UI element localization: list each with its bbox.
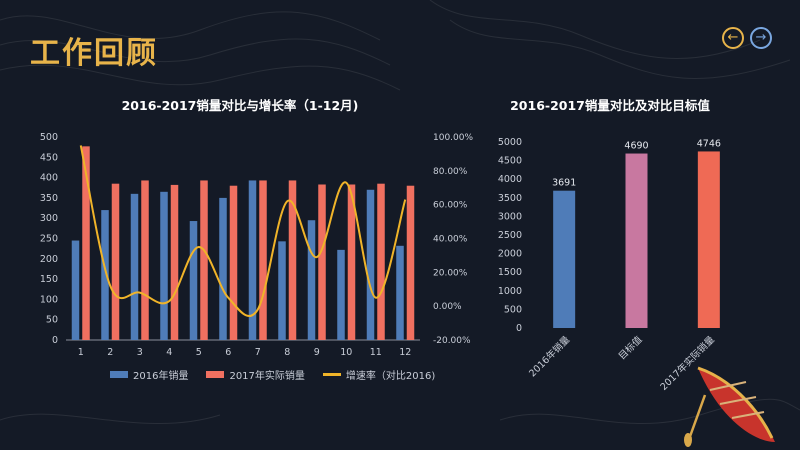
y-tick-label-right: 60.00% <box>433 201 468 211</box>
y-tick-label-left: 150 <box>40 274 58 285</box>
bar-value-label: 4746 <box>697 138 721 149</box>
right-chart-title: 2016-2017销量对比及对比目标值 <box>510 98 710 113</box>
legend-item-growth: 增速率（对比2016) <box>322 367 435 382</box>
x-category-label: 2016年销量 <box>527 333 573 379</box>
next-button[interactable]: → <box>750 27 772 49</box>
chart-legend: 2016年销量 2017年实际销量 增速率（对比2016) <box>110 367 435 382</box>
y-tick-label-right: 80.00% <box>433 167 468 177</box>
bar-2016 <box>307 220 316 340</box>
x-tick-label: 11 <box>370 347 382 358</box>
y-tick-label-left: 300 <box>40 213 58 224</box>
x-tick-label: 3 <box>137 347 143 358</box>
x-tick-label: 4 <box>166 347 172 358</box>
left-chart-title: 2016-2017销量对比与增长率（1-12月) <box>121 98 359 113</box>
x-tick-label: 2 <box>107 347 113 358</box>
bar-2016 <box>71 240 80 340</box>
bar-2017 <box>229 185 238 340</box>
bar-2016 <box>248 180 257 340</box>
y-tick-label-right: 40.00% <box>433 235 468 245</box>
bar-2016 <box>160 191 168 340</box>
y-tick-label: 3500 <box>498 193 522 204</box>
bar-2017 <box>111 183 120 340</box>
bar-2016 <box>396 245 404 340</box>
y-tick-label-left: 100 <box>40 294 58 305</box>
bar-2016 <box>366 189 375 340</box>
y-tick-label: 3000 <box>498 211 522 222</box>
bar-2017 <box>200 180 208 340</box>
target-bar <box>553 190 576 328</box>
y-tick-label-right: 0.00% <box>433 302 462 312</box>
bar-2017 <box>347 184 356 340</box>
bar-2016 <box>130 193 139 340</box>
circle-arrow-left-icon: ← <box>727 30 739 45</box>
bar-2016 <box>337 249 345 340</box>
circle-arrow-right-icon: → <box>755 30 767 45</box>
slide-title: 工作回顾 <box>30 36 158 71</box>
y-tick-label: 1500 <box>498 267 522 278</box>
bar-value-label: 3691 <box>552 178 576 189</box>
y-tick-label-right: 100.00% <box>433 133 473 143</box>
bar-2017 <box>170 184 179 340</box>
y-tick-label: 500 <box>504 304 522 315</box>
y-tick-label-left: 200 <box>40 254 58 265</box>
y-tick-label-left: 450 <box>40 152 58 163</box>
y-tick-label: 4500 <box>498 156 522 167</box>
x-tick-label: 6 <box>225 347 231 358</box>
bar-value-label: 4690 <box>624 141 648 152</box>
bar-2017 <box>377 183 385 340</box>
y-tick-label: 0 <box>516 323 522 334</box>
y-tick-label-left: 250 <box>40 234 58 245</box>
bar-2017 <box>288 180 297 340</box>
x-tick-label: 10 <box>340 347 352 358</box>
x-tick-label: 9 <box>314 347 320 358</box>
growth-rate-line <box>79 145 407 317</box>
x-tick-label: 7 <box>255 347 261 358</box>
y-tick-label: 4000 <box>498 174 522 185</box>
bar-2016 <box>101 210 109 340</box>
y-tick-label: 2500 <box>498 230 522 241</box>
x-tick-label: 8 <box>284 347 290 358</box>
canoe-illustration <box>684 366 775 447</box>
bar-2016 <box>189 221 198 340</box>
y-tick-label-left: 400 <box>40 173 58 184</box>
x-category-label: 目标值 <box>616 333 645 362</box>
bar-2017 <box>406 185 415 340</box>
target-bar <box>625 153 648 328</box>
y-tick-label-left: 500 <box>40 132 58 143</box>
target-bar <box>697 151 720 328</box>
y-tick-label: 1000 <box>498 286 522 297</box>
bar-2016 <box>219 197 227 340</box>
bar-2017 <box>141 180 149 340</box>
bar-2017 <box>82 146 90 340</box>
y-tick-label-left: 350 <box>40 193 58 204</box>
legend-item-2016: 2016年销量 <box>110 367 188 382</box>
y-tick-label-right: 20.00% <box>433 268 468 278</box>
x-tick-label: 5 <box>196 347 202 358</box>
x-tick-label: 1 <box>78 347 84 358</box>
prev-button[interactable]: ← <box>722 27 744 49</box>
bar-2017 <box>318 184 326 340</box>
y-tick-label-left: 0 <box>52 335 58 346</box>
y-tick-label: 2000 <box>498 249 522 260</box>
x-tick-label: 12 <box>399 347 411 358</box>
y-tick-label-right: -20.00% <box>433 336 471 346</box>
bar-2016 <box>278 241 286 340</box>
legend-item-2017: 2017年实际销量 <box>206 367 305 382</box>
y-tick-label-left: 50 <box>46 315 58 326</box>
bar-2017 <box>259 180 267 340</box>
y-tick-label: 5000 <box>498 137 522 148</box>
